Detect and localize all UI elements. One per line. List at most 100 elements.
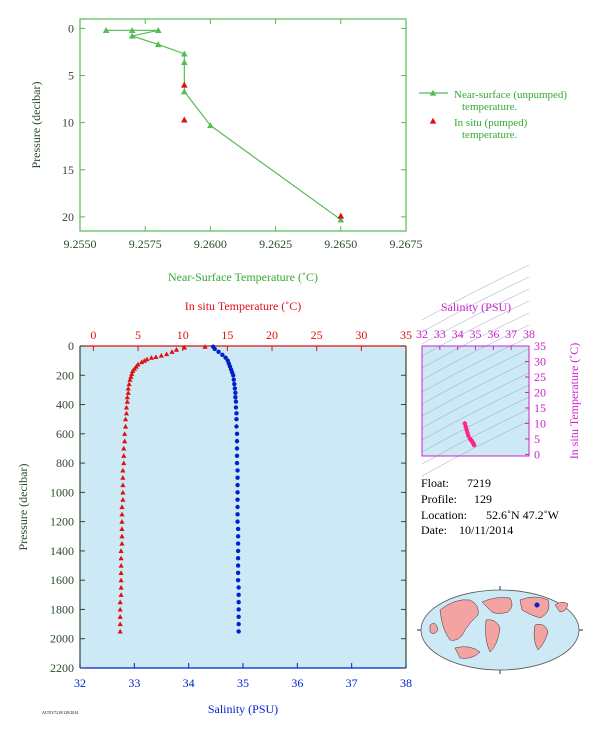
salinity-point — [234, 411, 239, 416]
ts-sal-tick-label: 34 — [452, 327, 464, 341]
density-contour — [421, 396, 530, 453]
temperature-point — [124, 399, 130, 404]
temperature-point — [148, 355, 155, 360]
sal-axis-title: Salinity (PSU) — [208, 702, 278, 716]
temperature-point — [123, 404, 130, 410]
top-xtick-label: 9.2675 — [390, 237, 423, 251]
temp-tick-label: 0 — [90, 328, 96, 342]
sal-tick-label: 35 — [237, 676, 249, 690]
sal-tick-label: 33 — [128, 676, 140, 690]
temp-tick-label: 15 — [221, 328, 233, 342]
salinity-point — [235, 556, 241, 561]
density-contour — [421, 372, 530, 429]
temperature-point — [117, 614, 123, 619]
salinity-point — [234, 416, 239, 422]
ts-sal-tick-label: 36 — [487, 327, 499, 341]
temperature-point — [202, 344, 208, 349]
temperature-point — [120, 467, 126, 473]
salinity-point — [235, 519, 240, 524]
unpumped-temp-point — [128, 27, 136, 33]
temperature-point — [121, 445, 127, 451]
temperature-point — [181, 344, 188, 350]
ts-temp-tick-label: 0 — [534, 447, 540, 461]
density-contour — [421, 384, 530, 441]
temperature-point — [119, 519, 125, 524]
salinity-point — [235, 512, 240, 517]
temp-tick-label: 35 — [400, 328, 412, 342]
top-ytick-label: 15 — [62, 163, 74, 177]
temperature-point — [122, 431, 128, 436]
temp-tick-label: 20 — [266, 328, 278, 342]
temperature-point — [139, 359, 145, 365]
top-xtick-label: 9.2600 — [194, 237, 227, 251]
ts-point — [465, 430, 470, 435]
ts-temp-tick-label: 15 — [534, 401, 546, 415]
sal-tick-label: 32 — [74, 676, 86, 690]
top-ytick-label: 10 — [62, 116, 74, 130]
salinity-point — [235, 497, 240, 502]
pressure-tick-label: 800 — [56, 456, 74, 470]
salinity-point — [234, 424, 239, 429]
temperature-point — [118, 570, 124, 575]
temperature-point — [129, 371, 135, 376]
temperature-point — [144, 356, 150, 362]
ts-temp-tick-label: 35 — [534, 339, 546, 353]
legend-unpumped-marker — [429, 89, 437, 96]
temperature-point — [120, 475, 126, 480]
temperature-point — [119, 540, 125, 546]
top-ytick-label: 0 — [68, 21, 74, 35]
salinity-point — [236, 629, 241, 634]
unpumped-temp-point — [181, 88, 188, 95]
temperature-point — [158, 352, 164, 358]
ts-plot-frame — [421, 345, 530, 457]
salinity-point — [233, 399, 239, 404]
world-map-land — [439, 599, 479, 641]
footer-code: AUTO/7219/129/2014 — [42, 710, 78, 715]
legend-pumped-marker — [429, 117, 437, 124]
density-contour — [421, 300, 530, 357]
temperature-point — [119, 504, 125, 510]
temperature-point — [126, 381, 132, 387]
temperature-point — [128, 374, 134, 379]
temperature-point — [117, 628, 123, 634]
ts-sal-tick-label: 37 — [505, 327, 517, 341]
ts-temp-tick-label: 10 — [534, 416, 546, 430]
temperature-point — [141, 358, 147, 363]
info-float-value: 7219 — [467, 476, 491, 490]
pressure-tick-label: 200 — [56, 368, 74, 382]
temperature-point — [121, 453, 127, 458]
ts-point — [471, 442, 477, 448]
ts-point — [463, 424, 468, 429]
temperature-point — [120, 497, 126, 502]
salinity-point — [216, 349, 221, 355]
pressure-tick-label: 1000 — [50, 485, 74, 499]
salinity-point — [236, 621, 241, 627]
pressure-tick-label: 1200 — [50, 515, 74, 529]
density-contour — [421, 408, 530, 465]
info-location-value: 52.6˚N 47.2˚W — [486, 508, 560, 522]
temperature-point — [122, 416, 129, 422]
salinity-point — [232, 381, 237, 387]
temperature-point — [125, 390, 131, 395]
top-ylabel: Pressure (decibar) — [29, 82, 43, 169]
salinity-point — [234, 446, 240, 451]
top-xlabel: Near-Surface Temperature (˚C) — [168, 270, 318, 284]
legend-unpumped-label-2: temperature. — [462, 101, 518, 113]
ts-sal-tick-label: 35 — [470, 327, 482, 341]
salinity-point — [235, 482, 240, 488]
salinity-point — [232, 386, 238, 391]
salinity-point — [231, 373, 236, 378]
world-map-land — [485, 619, 501, 653]
temperature-point — [118, 548, 124, 553]
temperature-point — [118, 577, 124, 583]
salinity-point — [231, 377, 236, 382]
legend-pumped-label-1: In situ (pumped) — [454, 117, 528, 129]
temperature-point — [153, 354, 159, 360]
pressure-tick-label: 2200 — [50, 661, 74, 675]
world-map-land — [533, 624, 549, 651]
legend-pumped-label-2: temperature. — [462, 129, 518, 141]
temperature-point — [122, 423, 129, 429]
temperature-point — [118, 592, 124, 597]
ts-sal-tick-label: 38 — [523, 327, 535, 341]
